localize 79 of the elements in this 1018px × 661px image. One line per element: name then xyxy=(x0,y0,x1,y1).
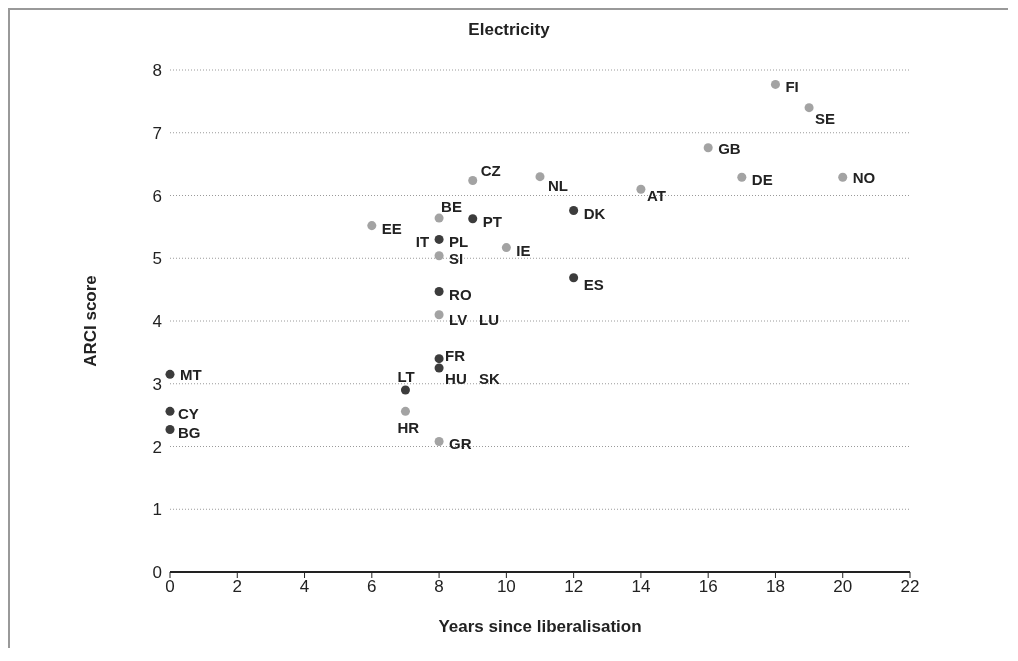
x-tick-label: 18 xyxy=(765,577,785,597)
point xyxy=(703,143,713,153)
x-tick-label: 10 xyxy=(496,577,516,597)
x-tick-label: 12 xyxy=(564,577,584,597)
point xyxy=(434,354,444,364)
x-tick-label: 22 xyxy=(900,577,920,597)
x-axis-title: Years since liberalisation xyxy=(438,617,642,637)
y-tick-label: 5 xyxy=(152,249,162,269)
annotation: SK xyxy=(479,370,501,388)
point xyxy=(569,273,579,283)
annotation: EE xyxy=(381,219,402,237)
y-tick-label: 3 xyxy=(152,374,162,394)
annotation: BG xyxy=(178,423,201,441)
annotation: BE xyxy=(441,198,462,216)
chart-title: Electricity xyxy=(467,19,551,41)
annotation: PT xyxy=(482,212,502,230)
x-tick-label: 0 xyxy=(165,577,175,597)
point xyxy=(400,385,410,395)
x-tick-label: 2 xyxy=(232,577,243,597)
annotation: LV xyxy=(449,310,468,328)
annotation: GR xyxy=(449,435,472,453)
y-tick-label: 8 xyxy=(152,61,162,81)
annotation: FR xyxy=(445,346,466,364)
point xyxy=(468,214,478,224)
annotation: NO xyxy=(852,169,876,187)
annotation: IT xyxy=(415,233,430,251)
y-tick-label: 1 xyxy=(152,500,162,520)
annotation: FI xyxy=(785,78,799,96)
annotation: DK xyxy=(583,204,606,222)
x-tick-label: 6 xyxy=(367,577,377,597)
annotation: DE xyxy=(751,171,773,189)
annotation: AT xyxy=(646,187,666,205)
annotation: HU xyxy=(445,370,467,388)
point xyxy=(770,79,780,89)
point xyxy=(400,406,410,416)
point xyxy=(535,172,545,182)
point xyxy=(367,221,377,231)
annotation: GB xyxy=(718,139,741,157)
x-tick-label: 14 xyxy=(631,577,651,597)
y-axis-title: ARCI score xyxy=(81,275,101,367)
annotation: LT xyxy=(397,368,415,386)
point xyxy=(165,369,175,379)
x-tick-label: 20 xyxy=(833,577,853,597)
y-tick-label: 2 xyxy=(152,437,162,457)
point xyxy=(434,213,444,223)
y-tick-label: 7 xyxy=(152,123,162,143)
point xyxy=(468,175,478,185)
annotation: ES xyxy=(583,275,604,293)
annotation: RO xyxy=(449,285,472,303)
annotation: HR xyxy=(397,419,420,437)
y-tick-label: 0 xyxy=(152,563,162,583)
x-tick-label: 8 xyxy=(434,577,444,597)
point xyxy=(804,103,814,113)
annotation: CZ xyxy=(480,162,501,180)
annotation: SE xyxy=(815,109,836,127)
point xyxy=(838,172,848,182)
point xyxy=(165,425,175,435)
point xyxy=(434,436,444,446)
point xyxy=(501,243,511,253)
point xyxy=(636,184,646,194)
annotation: CY xyxy=(178,405,199,423)
point xyxy=(569,206,579,216)
y-tick-label: 4 xyxy=(152,312,162,332)
x-tick-label: 16 xyxy=(698,577,718,597)
annotation: PL xyxy=(449,233,469,251)
point xyxy=(434,310,444,320)
annotation: SI xyxy=(449,249,464,267)
annotation: NL xyxy=(548,176,568,194)
annotation: LU xyxy=(479,310,500,328)
point xyxy=(737,172,747,182)
point xyxy=(434,363,444,373)
point xyxy=(434,234,444,244)
annotation: MT xyxy=(180,366,202,384)
point xyxy=(434,287,444,297)
annotation: IE xyxy=(516,241,531,259)
x-tick-label: 4 xyxy=(299,577,310,597)
point xyxy=(434,251,444,261)
y-tick-label: 6 xyxy=(152,186,162,206)
point xyxy=(165,406,175,416)
